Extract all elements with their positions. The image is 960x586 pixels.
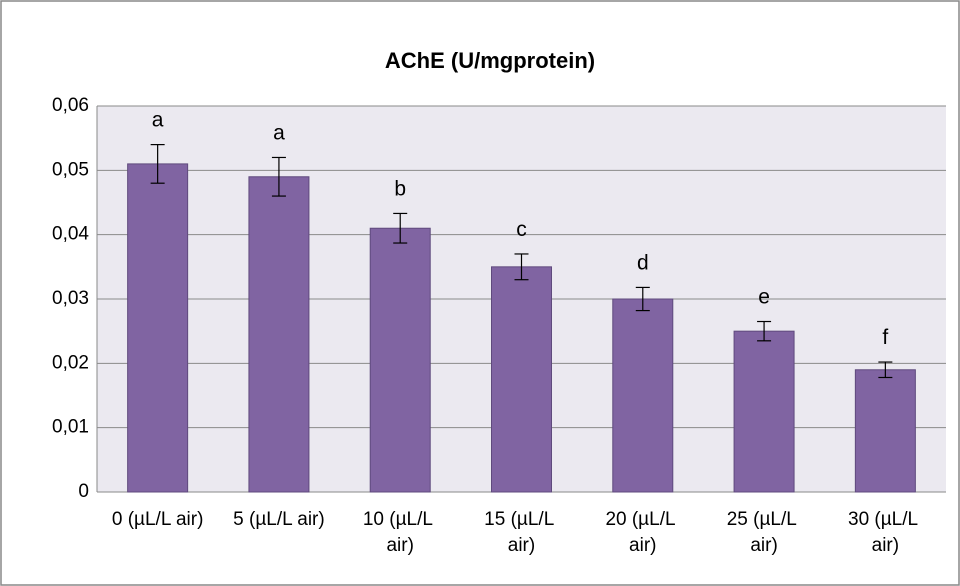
y-tick-label: 0,04 bbox=[52, 224, 89, 245]
annotation: c bbox=[516, 218, 527, 241]
error-bar bbox=[393, 212, 408, 244]
annotation: f bbox=[882, 326, 888, 349]
x-tick-label: 15 (µL/L air) bbox=[484, 509, 559, 556]
bar bbox=[491, 266, 552, 493]
annotation: a bbox=[152, 109, 164, 132]
annotation: d bbox=[637, 251, 649, 274]
x-tick-label: 30 (µL/L air) bbox=[848, 509, 923, 556]
y-tick-label: 0,06 bbox=[52, 95, 89, 116]
x-tick-label: 0 (µL/L air) bbox=[112, 509, 204, 530]
error-bar bbox=[757, 320, 772, 342]
bar bbox=[733, 330, 795, 493]
bar bbox=[612, 298, 674, 493]
y-tick-label: 0,03 bbox=[52, 288, 89, 309]
y-tick-label: 0 bbox=[78, 481, 89, 502]
bar bbox=[854, 369, 916, 493]
bar bbox=[369, 227, 431, 493]
x-tick-label: 10 (µL/L air) bbox=[363, 509, 438, 556]
annotation: e bbox=[758, 286, 770, 309]
error-bar bbox=[150, 144, 165, 184]
error-bar bbox=[878, 361, 893, 379]
x-tick-label: 20 (µL/L air) bbox=[605, 509, 680, 556]
bar bbox=[248, 176, 310, 493]
error-bar bbox=[635, 286, 650, 312]
y-tick-label: 0,01 bbox=[52, 417, 89, 438]
y-tick-label: 0,05 bbox=[52, 159, 89, 180]
y-tick-label: 0,02 bbox=[52, 352, 89, 373]
chart-title: AChE (U/mgprotein) bbox=[385, 48, 595, 73]
bar bbox=[127, 163, 189, 493]
annotation: b bbox=[394, 177, 406, 200]
error-bar bbox=[271, 156, 286, 197]
error-bar bbox=[514, 253, 529, 281]
x-tick-label: 5 (µL/L air) bbox=[233, 509, 325, 530]
x-tick-label: 25 (µL/L air) bbox=[727, 509, 802, 556]
annotation: a bbox=[273, 121, 285, 144]
